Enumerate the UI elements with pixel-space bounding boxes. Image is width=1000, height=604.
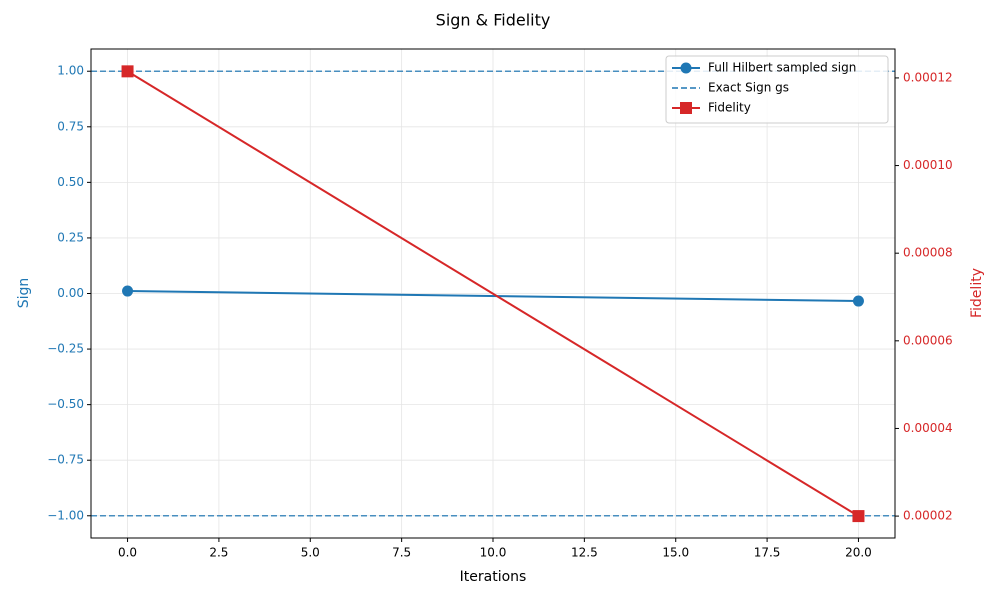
x-tick-label: 7.5 [392,546,411,560]
y-tick-label: 1.00 [57,64,84,78]
legend-marker [680,62,692,74]
y2-tick-label: 0.00012 [903,70,953,84]
y2-axis-label: Fidelity [969,268,985,318]
y-tick-label: 0.25 [57,230,84,244]
marker [852,295,864,307]
y-tick-label: 0.00 [57,286,84,300]
x-tick-label: 20.0 [845,546,872,560]
marker [122,285,134,297]
y-tick-label: 0.50 [57,175,84,189]
x-tick-label: 2.5 [209,546,228,560]
legend-box [665,55,889,124]
y-axis-label: Sign [16,278,32,309]
y2-tick-label: 0.00006 [903,333,953,347]
series-line [127,290,859,303]
chart-title: Sign & Fidelity [436,11,551,30]
x-tick-label: 5.0 [301,546,320,560]
y2-tick-label: 0.00010 [903,158,953,172]
y-tick-label: −0.75 [47,453,84,467]
x-tick-label: 15.0 [662,546,689,560]
y-tick-label: −0.50 [47,397,84,411]
y-tick-label: 0.75 [57,119,84,133]
marker [121,65,134,78]
legend-marker [680,102,692,114]
x-tick-label: 17.5 [754,546,781,560]
x-tick-label: 12.5 [571,546,598,560]
y-tick-label: −1.00 [47,508,84,522]
y-tick-label: −0.25 [47,342,84,356]
y2-tick-label: 0.00004 [903,421,953,435]
y2-tick-label: 0.00002 [903,509,953,523]
marker [852,510,865,523]
x-tick-label: 0.0 [118,546,137,560]
series-line [127,70,859,517]
plot-frame [90,48,896,539]
x-axis-label: Iterations [460,569,527,585]
legend-label: Fidelity [708,101,751,115]
legend-label: Exact Sign gs [708,81,789,95]
x-tick-label: 10.0 [480,546,507,560]
y2-tick-label: 0.00008 [903,246,953,260]
legend-label: Full Hilbert sampled sign [708,61,856,75]
